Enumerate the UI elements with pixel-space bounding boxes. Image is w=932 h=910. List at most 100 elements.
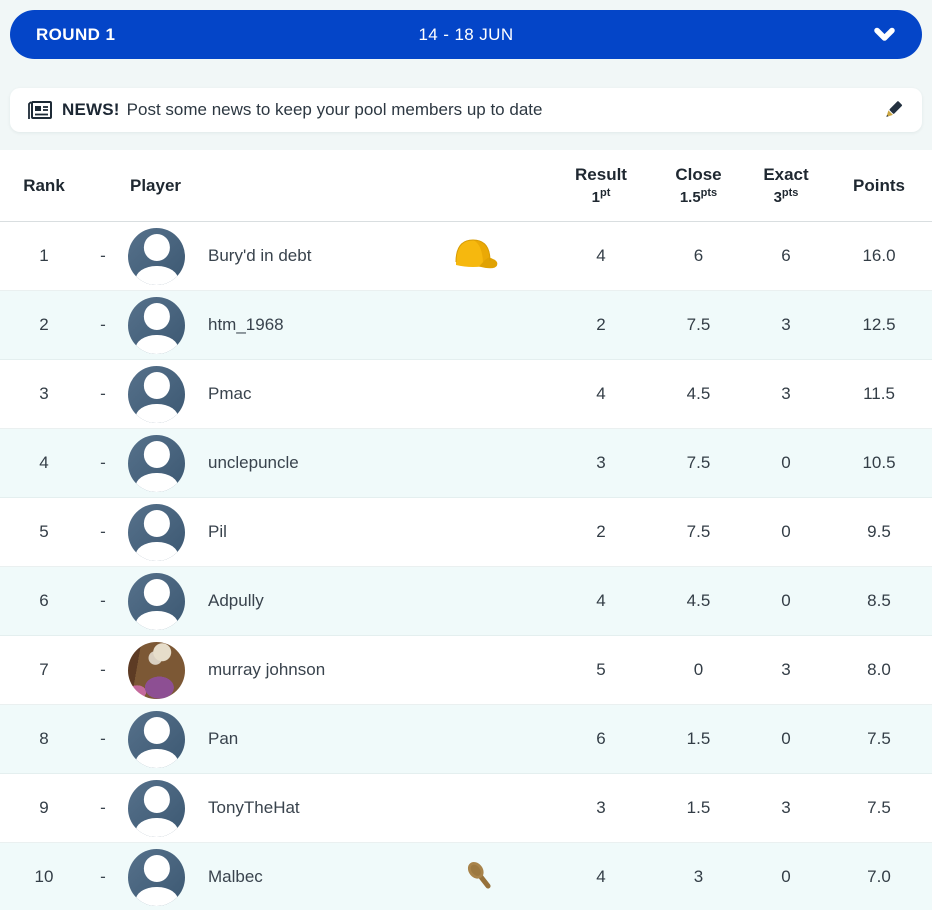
exact-value: 0 [781, 729, 791, 748]
avatar[interactable] [118, 365, 196, 423]
rank-movement: - [100, 729, 106, 748]
player-name[interactable]: htm_1968 [208, 315, 284, 334]
close-value: 7.5 [686, 522, 711, 541]
exact-value: 0 [781, 867, 791, 886]
table-row[interactable]: 8 - Pan [0, 705, 932, 774]
points-value: 9.5 [867, 522, 891, 541]
exact-points-value: 3pts [773, 187, 799, 206]
points-value: 8.0 [867, 660, 891, 679]
close-value: 3 [693, 867, 704, 886]
rank-movement: - [100, 867, 106, 886]
result-value: 2 [596, 315, 606, 334]
avatar[interactable] [118, 641, 196, 699]
rank-value: 9 [39, 798, 49, 817]
exact-value: 0 [781, 453, 791, 472]
leaderboard: Rank Player Result 1pt Close 1.5pts Exac… [0, 150, 932, 910]
points-value: 11.5 [863, 384, 895, 403]
table-row[interactable]: 4 - unclepuncle [0, 429, 932, 498]
player-name[interactable]: TonyTheHat [208, 798, 300, 817]
column-header-result: Result 1pt [551, 165, 651, 206]
close-value: 4.5 [686, 591, 711, 610]
points-value: 10.5 [862, 453, 896, 472]
table-row[interactable]: 3 - Pmac [0, 360, 932, 429]
wooden-spoon-icon [463, 859, 499, 895]
avatar[interactable] [118, 710, 196, 768]
exact-value: 0 [781, 522, 791, 541]
table-row[interactable]: 2 - htm_1968 [0, 291, 932, 360]
table-row[interactable]: 5 - Pil [0, 498, 932, 567]
player-name[interactable]: Pil [208, 522, 227, 541]
result-value: 6 [596, 729, 606, 748]
rank-value: 7 [39, 660, 49, 679]
close-value: 1.5 [686, 798, 711, 817]
leaderboard-rows: 1 - Bury'd in debt [0, 222, 932, 910]
close-value: 7.5 [686, 315, 711, 334]
avatar[interactable] [118, 227, 196, 285]
table-row[interactable]: 9 - TonyTheHat [0, 774, 932, 843]
points-value: 8.5 [867, 591, 891, 610]
avatar[interactable] [118, 572, 196, 630]
close-points-value: 1.5pts [679, 187, 718, 206]
result-value: 4 [596, 867, 606, 886]
exact-value: 3 [781, 660, 791, 679]
close-value: 1.5 [686, 729, 711, 748]
avatar[interactable] [118, 848, 196, 906]
points-value: 7.5 [867, 798, 891, 817]
close-value: 4.5 [686, 384, 711, 403]
result-value: 2 [596, 522, 606, 541]
chevron-down-icon[interactable] [873, 27, 896, 43]
rank-value: 1 [39, 246, 49, 265]
exact-value: 0 [781, 591, 791, 610]
avatar[interactable] [118, 779, 196, 837]
table-row[interactable]: 1 - Bury'd in debt [0, 222, 932, 291]
column-header-player: Player [130, 175, 182, 195]
news-message: Post some news to keep your pool members… [126, 100, 543, 119]
round-label: ROUND 1 [36, 24, 116, 44]
points-value: 7.0 [867, 867, 891, 886]
player-name[interactable]: murray johnson [208, 660, 326, 679]
column-header-rank: Rank [23, 175, 65, 195]
table-row[interactable]: 7 - murray johnson [0, 636, 932, 705]
rank-movement: - [100, 246, 106, 265]
result-value: 3 [596, 798, 606, 817]
rank-value: 5 [39, 522, 49, 541]
avatar[interactable] [118, 503, 196, 561]
column-header-close: Close 1.5pts [651, 165, 746, 206]
rank-value: 4 [39, 453, 49, 472]
points-value: 16.0 [862, 246, 896, 265]
avatar[interactable] [118, 296, 196, 354]
column-header-exact: Exact 3pts [746, 165, 826, 206]
rank-value: 2 [39, 315, 49, 334]
news-banner: NEWS! Post some news to keep your pool m… [10, 88, 922, 132]
table-row[interactable]: 6 - Adpully [0, 567, 932, 636]
rank-movement: - [100, 660, 106, 679]
close-value: 0 [693, 660, 704, 679]
player-name[interactable]: Bury'd in debt [208, 246, 312, 265]
result-value: 4 [596, 246, 606, 265]
exact-value: 3 [781, 315, 791, 334]
column-header-points: Points [853, 175, 905, 195]
pencil-icon[interactable] [882, 99, 904, 121]
leader-cap-icon [451, 234, 499, 278]
rank-movement: - [100, 315, 106, 334]
rank-movement: - [100, 453, 106, 472]
close-value: 6 [693, 246, 704, 265]
result-value: 4 [596, 591, 606, 610]
rank-movement: - [100, 591, 106, 610]
player-name[interactable]: Pmac [208, 384, 252, 403]
table-row[interactable]: 10 - Malbec [0, 843, 932, 910]
result-value: 5 [596, 660, 606, 679]
rank-movement: - [100, 384, 106, 403]
player-name[interactable]: Adpully [208, 591, 264, 610]
result-value: 4 [596, 384, 606, 403]
avatar[interactable] [118, 434, 196, 492]
player-name[interactable]: unclepuncle [208, 453, 299, 472]
close-value: 7.5 [686, 453, 711, 472]
rank-movement: - [100, 522, 106, 541]
rank-value: 3 [39, 384, 49, 403]
round-selector[interactable]: ROUND 1 14 - 18 JUN [10, 10, 922, 59]
player-name[interactable]: Malbec [208, 867, 263, 886]
player-name[interactable]: Pan [208, 729, 239, 748]
leaderboard-header-row: Rank Player Result 1pt Close 1.5pts Exac… [0, 150, 932, 222]
rank-movement: - [100, 798, 106, 817]
